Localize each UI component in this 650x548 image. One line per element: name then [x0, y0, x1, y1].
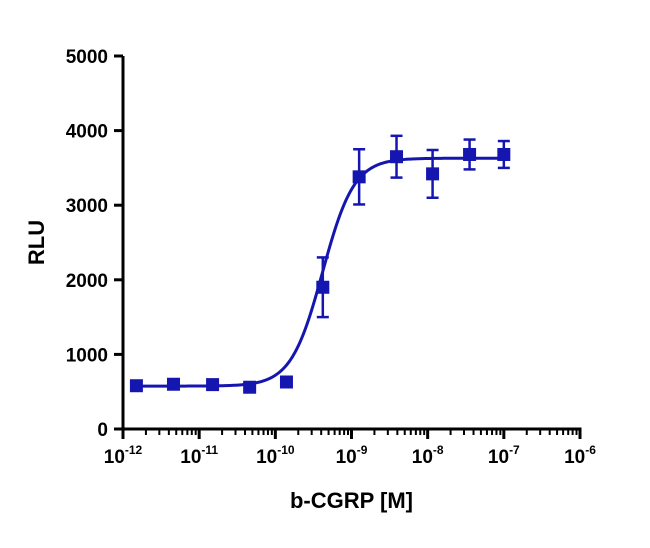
x-axis-ticks: 10-12 10-11 10-10 10-9 10-8 10-7 10-6: [104, 429, 596, 468]
x-tick-exponent: -11: [201, 443, 218, 457]
data-point: [129, 379, 143, 393]
x-tick-base: 10: [564, 447, 585, 468]
data-point: [316, 280, 330, 294]
y-axis-ticks: 0 1000 2000 3000 4000 5000: [66, 47, 123, 441]
data-point: [463, 147, 477, 161]
x-axis-title: b-CGRP [M]: [290, 488, 413, 513]
x-tick-base: 10: [256, 447, 277, 468]
x-tick-label: 10-9: [336, 443, 368, 468]
data-point: [166, 377, 180, 391]
data-point: [426, 167, 440, 181]
x-tick-exponent: -10: [277, 443, 295, 457]
data-point: [390, 150, 404, 164]
data-point: [206, 378, 220, 392]
x-tick-label: 10-8: [412, 443, 444, 468]
fit-curve: [136, 156, 504, 388]
x-tick-exponent: -8: [433, 443, 444, 457]
x-tick-label: 10-10: [256, 443, 295, 468]
x-tick-base: 10: [180, 447, 201, 468]
x-tick-base: 10: [336, 447, 357, 468]
y-tick-label: 2000: [66, 271, 108, 292]
x-tick-base: 10: [104, 447, 125, 468]
x-tick-base: 10: [412, 447, 433, 468]
x-tick-label: 10-6: [564, 443, 596, 468]
y-tick-label: 1000: [66, 345, 108, 366]
x-tick-label: 10-7: [488, 443, 520, 468]
y-axis-title: RLU: [24, 220, 49, 265]
x-tick-exponent: -7: [509, 443, 520, 457]
x-tick-exponent: -6: [585, 443, 596, 457]
y-tick-label: 5000: [66, 47, 108, 68]
x-tick-label: 10-12: [104, 443, 143, 468]
data-point: [279, 375, 293, 389]
x-tick-exponent: -12: [125, 443, 143, 457]
y-tick-label: 4000: [66, 122, 108, 143]
data-point: [497, 147, 511, 161]
data-point: [243, 380, 257, 394]
x-tick-base: 10: [488, 447, 509, 468]
y-tick-label: 0: [97, 420, 108, 441]
data-point: [352, 170, 366, 184]
x-tick-exponent: -9: [357, 443, 368, 457]
data-points: [129, 134, 511, 394]
y-tick-label: 3000: [66, 196, 108, 217]
x-tick-label: 10-11: [180, 443, 218, 468]
